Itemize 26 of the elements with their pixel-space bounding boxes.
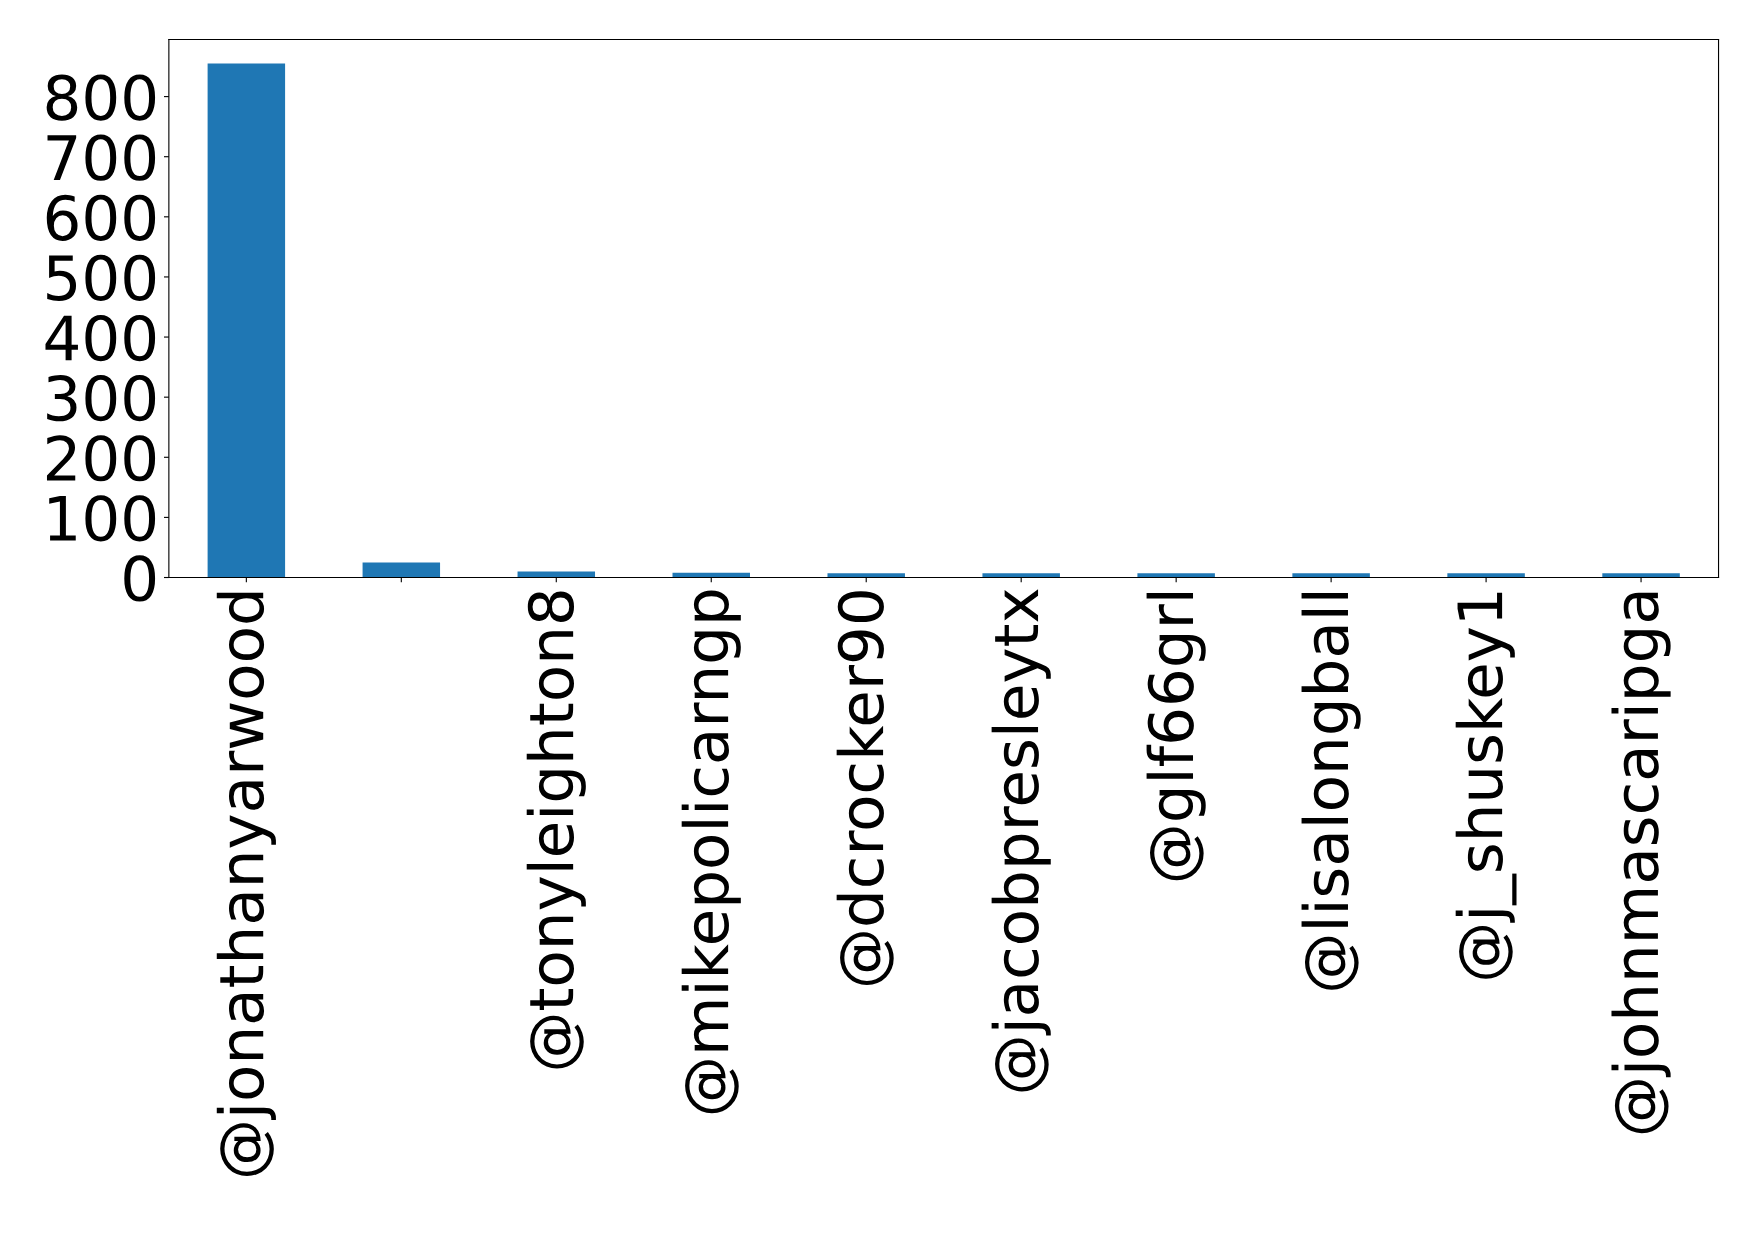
x-tick-label: @j_shuskey1 [1455,592,1517,979]
y-tick-label: 400 [45,314,156,362]
y-tick-label: 500 [47,254,156,302]
bar [827,573,905,578]
y-tick-label: 800 [46,74,156,121]
x-tick-label: @jacobpresleytx [991,589,1051,1092]
y-tick-label: 200 [46,435,156,482]
bar [1602,573,1680,578]
y-tick-label: 100 [49,495,156,542]
y-tick-label: 600 [46,194,156,241]
x-tick-label: @tonyleighton8 [526,591,586,1069]
bar [362,562,441,578]
bar [1137,573,1215,578]
x-tick-label: @lisalongball [1301,592,1361,990]
bar [1447,573,1525,578]
x-tick-label: @johnmascaripga [1611,592,1671,1134]
y-tick-label: 0 [124,555,156,602]
x-tick-label: @jonathanyarwood [216,592,276,1177]
x-tick-label: @glf66grl [1146,592,1206,881]
x-tick-label: @mikepolicarngp [681,590,741,1114]
y-tick-label: 700 [47,134,156,181]
bar [1292,573,1370,578]
y-tick-label: 300 [47,375,156,422]
x-tick-label: @dcrocker90 [836,591,894,986]
bar [982,573,1060,578]
bar [207,63,286,578]
